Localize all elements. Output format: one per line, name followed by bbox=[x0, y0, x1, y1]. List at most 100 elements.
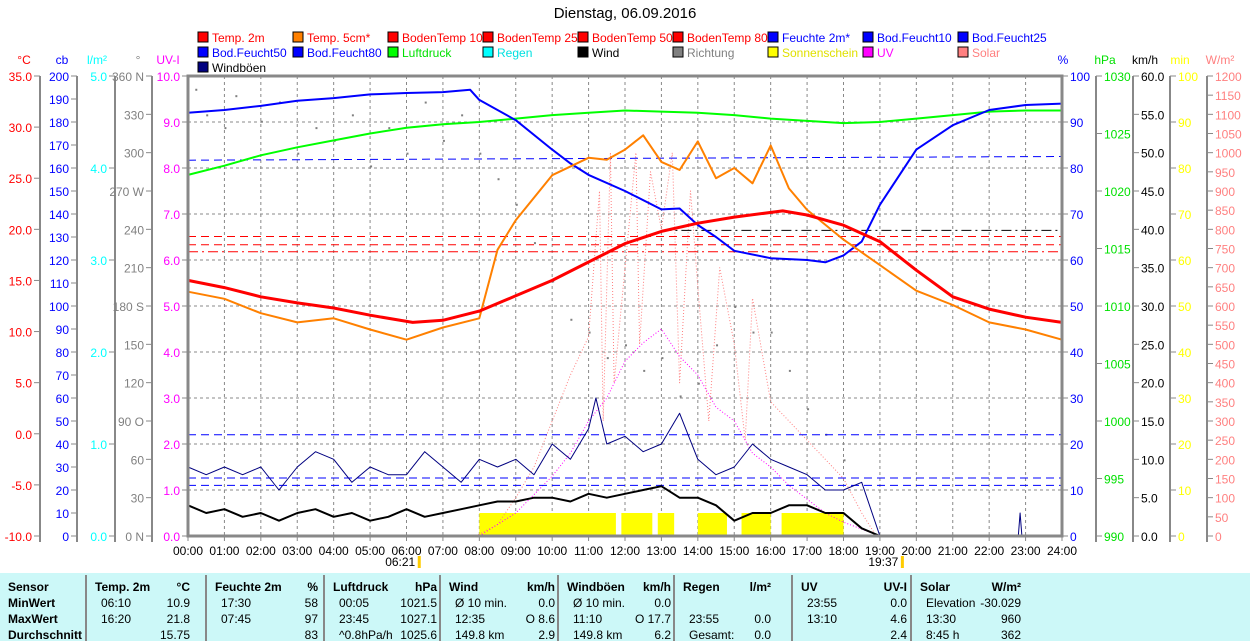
table-cell-time: 11:10 bbox=[573, 612, 603, 626]
cb-tick-label: 20 bbox=[56, 484, 70, 498]
sunshine-bar bbox=[781, 513, 844, 536]
press-tick-label: 1025 bbox=[1104, 128, 1131, 142]
direction-point bbox=[843, 459, 846, 462]
legend-label: BodenTemp 80 bbox=[687, 31, 768, 45]
table-separator bbox=[85, 575, 87, 641]
cb-tick-label: 40 bbox=[56, 438, 70, 452]
table-cell-time: Ø 10 min. bbox=[573, 596, 626, 610]
rain-tick-label: 2.0 bbox=[90, 346, 107, 360]
table-cell-time: Ø 10 min. bbox=[455, 596, 508, 610]
rain-tick-label: 0.0 bbox=[90, 530, 107, 544]
table-cell-time: 13:30 bbox=[926, 612, 957, 626]
table-cell-value: -30.029 bbox=[980, 596, 1021, 610]
cb-tick-label: 60 bbox=[56, 392, 70, 406]
uv-tick-label: 3.0 bbox=[163, 392, 180, 406]
series-solar bbox=[475, 152, 877, 537]
direction-point bbox=[679, 395, 682, 398]
legend-swatch bbox=[482, 31, 494, 43]
x-tick-label: 03:00 bbox=[282, 544, 312, 558]
direction-point bbox=[424, 101, 427, 104]
hum-tick-label: 50 bbox=[1070, 300, 1084, 314]
direction-point bbox=[570, 318, 573, 321]
cb-tick-label: 130 bbox=[49, 231, 69, 245]
table-cell-time: 17:30 bbox=[221, 596, 252, 610]
legend-swatch bbox=[387, 31, 399, 43]
table-cell-value: 0.0 bbox=[754, 628, 771, 642]
table-header-unit: l/m² bbox=[749, 580, 771, 594]
dir-tick-label: 210 bbox=[124, 262, 144, 276]
sun-tick-label: 30 bbox=[1178, 392, 1192, 406]
uv-tick-label: 8.0 bbox=[163, 162, 180, 176]
sunshine-bar bbox=[697, 513, 727, 536]
legend-swatch bbox=[672, 31, 684, 43]
series-luftdruck bbox=[187, 109, 1062, 176]
solar-tick-label: 500 bbox=[1215, 338, 1235, 352]
legend-swatch bbox=[577, 46, 589, 58]
legend-label: Solar bbox=[972, 46, 1000, 60]
uv-tick-label: 6.0 bbox=[163, 254, 180, 268]
hum-tick-label: 60 bbox=[1070, 254, 1084, 268]
direction-point bbox=[606, 357, 609, 360]
x-tick-label: 13:00 bbox=[646, 544, 676, 558]
direction-point bbox=[588, 331, 591, 334]
x-tick-label: 05:00 bbox=[355, 544, 385, 558]
table-row-label: Durchschnitt bbox=[8, 628, 83, 642]
press-tick-label: 1000 bbox=[1104, 415, 1131, 429]
table-separator bbox=[673, 575, 675, 641]
wind-tick-label: 10.0 bbox=[1141, 453, 1165, 467]
cb-tick-label: 140 bbox=[49, 208, 69, 222]
table-header-name: Temp. 2m bbox=[95, 580, 151, 594]
dir-tick-label: 330 bbox=[124, 108, 144, 122]
solar-tick-label: 400 bbox=[1215, 377, 1235, 391]
sun-tick-label: 0 bbox=[1178, 530, 1185, 544]
wind-tick-label: 5.0 bbox=[1141, 492, 1158, 506]
direction-point bbox=[260, 120, 263, 123]
solar-tick-label: 50 bbox=[1215, 511, 1229, 525]
table-cell-value: 58 bbox=[304, 596, 318, 610]
wind-tick-label: 15.0 bbox=[1141, 415, 1165, 429]
table-header-name: Feuchte 2m bbox=[215, 580, 282, 594]
series-temp-2m bbox=[187, 209, 1063, 324]
cb-tick-label: 10 bbox=[56, 507, 70, 521]
table-cell-value: 15.75 bbox=[159, 628, 190, 642]
solar-tick-label: 1150 bbox=[1215, 89, 1241, 103]
temp-tick-label: 15.0 bbox=[9, 274, 33, 288]
dir-tick-label: 300 bbox=[124, 147, 144, 161]
table-separator bbox=[323, 575, 325, 641]
table-cell-value: 1025.6 bbox=[400, 628, 437, 642]
series-windb-en bbox=[187, 397, 1062, 537]
temp-tick-label: -5.0 bbox=[11, 479, 32, 493]
legend-swatch bbox=[957, 31, 969, 43]
legend-label: UV bbox=[877, 46, 894, 60]
table-cell-value: O 8.6 bbox=[525, 612, 555, 626]
uv-tick-label: 1.0 bbox=[163, 484, 180, 498]
cb-axis-unit: cb bbox=[56, 53, 69, 67]
uv-tick-label: 10.0 bbox=[157, 70, 181, 84]
legend-swatch bbox=[292, 31, 304, 43]
direction-point bbox=[752, 331, 755, 334]
table-cell-value: 83 bbox=[304, 628, 318, 642]
legend-label: Sonnenschein bbox=[782, 46, 858, 60]
legend-label: Bod.Feucht25 bbox=[972, 31, 1047, 45]
table-header-name: Windböen bbox=[567, 580, 625, 594]
x-tick-label: 16:00 bbox=[756, 544, 786, 558]
solar-tick-label: 250 bbox=[1215, 434, 1235, 448]
hum-tick-label: 70 bbox=[1070, 208, 1084, 222]
uv-tick-label: 2.0 bbox=[163, 438, 180, 452]
wind-tick-label: 50.0 bbox=[1141, 147, 1165, 161]
cb-tick-label: 120 bbox=[49, 254, 69, 268]
temp-tick-label: -10.0 bbox=[5, 530, 33, 544]
dir-tick-label: 0 N bbox=[125, 530, 144, 544]
x-tick-label: 12:00 bbox=[610, 544, 640, 558]
x-tick-label: 04:00 bbox=[319, 544, 349, 558]
temp-tick-label: 5.0 bbox=[15, 377, 32, 391]
legend-label: Wind bbox=[592, 46, 619, 60]
direction-point bbox=[643, 369, 646, 372]
x-tick-label: 06:00 bbox=[391, 544, 421, 558]
rain-tick-label: 1.0 bbox=[90, 438, 107, 452]
legend-swatch bbox=[862, 31, 874, 43]
x-tick-label: 08:00 bbox=[464, 544, 494, 558]
temp-tick-label: 25.0 bbox=[9, 172, 33, 186]
legend-label: Richtung bbox=[687, 46, 734, 60]
sun-tick-label: 10 bbox=[1178, 484, 1192, 498]
